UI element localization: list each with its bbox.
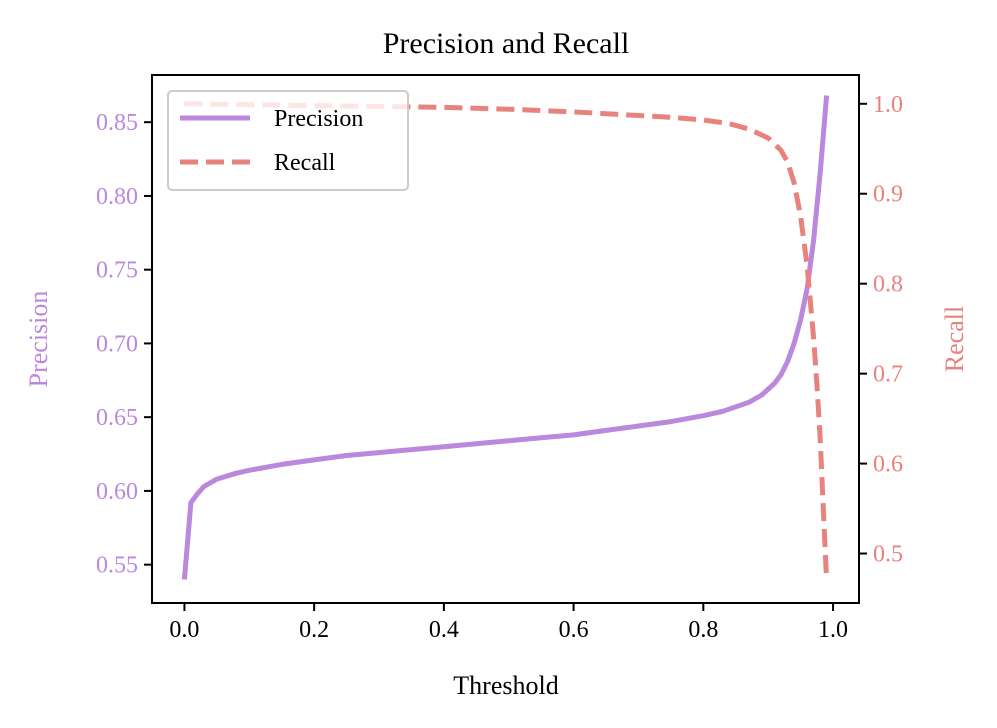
y-right-tick-label: 0.8 [873,272,903,298]
axes: 0.0 0.2 0.4 0.6 0.8 1.0 0.55 0.60 0.65 0.70 0.75 0.… [96,74,903,643]
series-line-recall [184,101,830,581]
y-right-tick-label: 1.0 [873,92,903,118]
y-left-tick-label: 0.70 [96,331,138,357]
series-line-precision [181,95,830,580]
y-left-tick-label: 0.60 [96,479,138,505]
legend: Precision Recall [167,90,409,191]
x-tick-label: 1.0 [818,617,848,643]
y-left-tick-label: 0.55 [96,553,138,579]
x-tick-label: 0.6 [559,617,589,643]
y-left-tick-label: 0.75 [96,258,138,284]
legend-label-precision: Precision [274,106,363,132]
y-left-tick-label: 0.80 [96,184,138,210]
y-axis-left-label: Precision [24,291,53,388]
y-left-tick-label: 0.65 [96,405,138,431]
y-right-tick-label: 0.9 [873,182,903,208]
y-axis-right-label: Recall [940,306,969,372]
y-right-tick-label: 0.5 [873,542,903,568]
y-right-tick-label: 0.7 [873,362,903,388]
y-left-tick-label: 0.85 [96,110,138,136]
x-tick-label: 0.8 [688,617,718,643]
x-axis-label: Threshold [453,671,558,700]
legend-label-recall: Recall [274,150,336,176]
chart-title: Precision and Recall [383,27,630,60]
plot-lines [181,95,830,581]
plot-frame [151,74,860,604]
x-tick-label: 0.4 [429,617,459,643]
x-tick-label: 0.0 [169,617,199,643]
x-tick-label: 0.2 [299,617,329,643]
y-right-tick-label: 0.6 [873,452,903,478]
